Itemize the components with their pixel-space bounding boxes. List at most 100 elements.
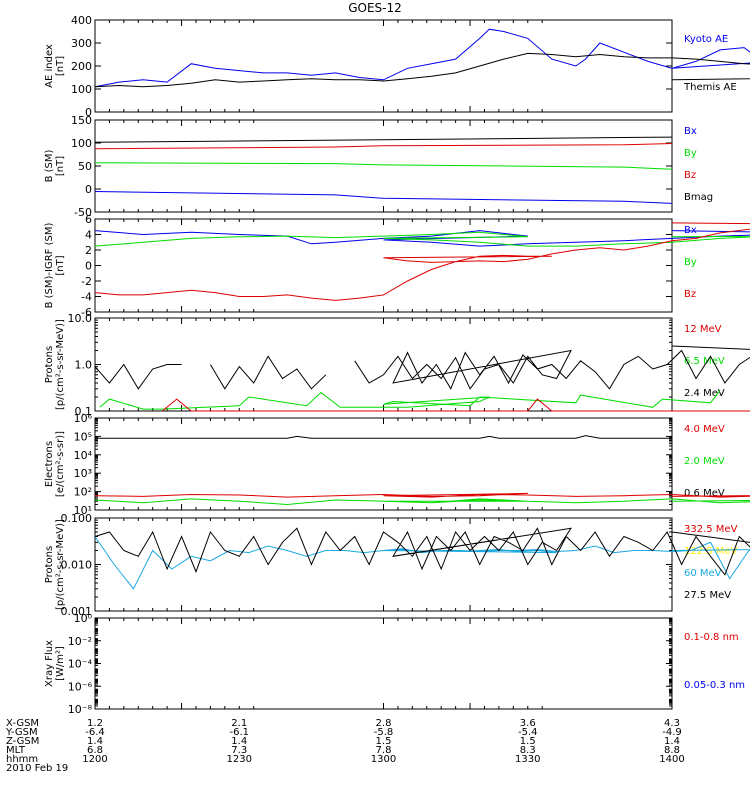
series-line-bmag	[94, 136, 673, 143]
x-axis-value: 4.3	[664, 718, 680, 729]
y-tick-label: 100	[71, 83, 92, 96]
series-line-60-mev	[94, 536, 750, 590]
series-line-bz	[94, 222, 750, 301]
y-tick-label: 150	[71, 114, 92, 127]
x-axis-value: 1.4	[664, 736, 680, 747]
legend-label: 332.5 MeV	[684, 524, 738, 535]
y-tick-label: 200	[71, 60, 92, 73]
x-axis-value: 1400	[659, 754, 684, 765]
series-line-0.6-mev	[95, 435, 672, 439]
series-line-bx	[94, 191, 673, 204]
series-line-bz	[94, 143, 673, 150]
y-axis-label: Protons	[44, 346, 55, 383]
y-tick-label: 10⁶	[74, 412, 93, 425]
y-tick-label: 1.0	[75, 359, 93, 372]
y-tick-label: 50	[78, 160, 92, 173]
series-line-2.0-mev	[94, 498, 750, 506]
y-tick-label: -4	[81, 291, 92, 304]
x-axis-row-label: MLT	[6, 745, 26, 756]
y-tick-label: 100	[71, 137, 92, 150]
y-tick-label: 4	[85, 229, 92, 242]
y-tick-label: 10¹	[74, 504, 92, 517]
y-tick-label: -6	[81, 306, 92, 319]
series-line-themis-ae	[94, 52, 750, 88]
legend-label: 0.6 MeV	[684, 488, 725, 499]
x-axis-value: 1.4	[231, 736, 247, 747]
x-axis-row-label: hhmm	[6, 754, 38, 765]
y-tick-label: 10⁻⁸	[68, 703, 93, 716]
x-axis-value: 7.3	[231, 745, 247, 756]
legend-label: Bx	[684, 126, 697, 137]
x-axis-row-label: Y-GSM	[5, 727, 38, 738]
y-axis-label: B (SM)	[44, 149, 55, 182]
x-axis-value: 3.6	[520, 718, 536, 729]
x-axis-value: 2.1	[231, 718, 247, 729]
series-line-kyoto-ae	[94, 28, 750, 88]
legend-label: 2.4 MeV	[684, 388, 725, 399]
x-axis-value: 1.5	[520, 736, 536, 747]
y-axis-label: Electrons	[44, 441, 55, 487]
y-tick-label: -50	[74, 206, 92, 219]
y-axis-label: [nT]	[55, 156, 66, 176]
legend-label: 4.0 MeV	[684, 424, 725, 435]
series-line-6.5-mev	[99, 389, 721, 410]
legend-label: By	[684, 257, 697, 268]
series-line-by	[94, 231, 750, 247]
y-tick-label: 10⁵	[74, 430, 92, 443]
legend-label: 27.5 MeV	[684, 590, 731, 601]
y-axis-label: [e/(cm²-s-sr)]	[55, 431, 66, 497]
x-axis-value: -6.4	[85, 727, 105, 738]
y-tick-label: 10.0	[68, 312, 93, 325]
y-tick-label: 0	[85, 106, 92, 119]
x-axis-value: 7.8	[376, 745, 392, 756]
legend-label: 0.1-0.8 nm	[684, 632, 739, 643]
y-tick-label: 0.100	[61, 512, 93, 525]
y-tick-label: 10⁻⁶	[68, 680, 93, 693]
y-tick-label: 10⁻²	[68, 635, 92, 648]
x-axis-value: 1300	[371, 754, 396, 765]
x-axis-value: 2.8	[376, 718, 392, 729]
y-axis-label: [p/(cm²-s-sr-MeV)]	[55, 519, 66, 610]
legend-label: 2.0 MeV	[684, 456, 725, 467]
x-axis-value: 6.8	[87, 745, 103, 756]
y-axis-label: [W/m²]	[55, 646, 66, 681]
y-tick-label: 0.1	[75, 405, 93, 418]
legend-label: Bz	[684, 289, 696, 300]
legend-label: Bmag	[684, 192, 713, 203]
y-tick-label: 10²	[74, 486, 92, 499]
y-tick-label: 10⁰	[74, 612, 93, 625]
y-axis-label: [nT]	[55, 255, 66, 275]
panel-frame	[94, 19, 673, 113]
x-axis-value: -6.1	[229, 727, 249, 738]
x-axis-value: -5.8	[374, 727, 394, 738]
series-line-12-mev	[161, 398, 750, 412]
x-axis-value: 1.4	[87, 736, 103, 747]
y-tick-label: 0.001	[61, 605, 93, 618]
y-tick-label: 10⁴	[74, 449, 93, 462]
x-axis-value: 8.3	[520, 745, 536, 756]
legend-label: 0.05-0.3 nm	[684, 680, 745, 691]
x-axis-row-label: Z-GSM	[6, 736, 39, 747]
series-line-4.0-mev	[94, 492, 750, 498]
legend-label: 60 MeV	[684, 568, 722, 579]
legend-label: 6.5 MeV	[684, 356, 725, 367]
legend-label: Kyoto AE	[684, 34, 728, 45]
panel-frame	[94, 617, 673, 710]
y-tick-label: 0.010	[61, 559, 93, 572]
y-tick-label: 0	[85, 260, 92, 273]
x-axis-value: 1330	[515, 754, 540, 765]
y-tick-label: 0	[85, 183, 92, 196]
y-tick-label: 6	[85, 213, 92, 226]
x-axis-value: 8.8	[664, 745, 680, 756]
x-axis-value: 1200	[82, 754, 107, 765]
series-line-27.5-mev	[94, 527, 750, 576]
legend-label: Bz	[684, 170, 696, 181]
y-axis-label: Protons	[44, 546, 55, 583]
y-tick-label: -2	[81, 275, 92, 288]
page-title: GOES-12	[348, 1, 402, 15]
y-tick-label: 300	[71, 37, 92, 50]
series-line-by	[94, 162, 673, 170]
legend-label: 122.5 MeV	[684, 546, 738, 557]
y-tick-label: 10⁻⁴	[68, 658, 93, 671]
